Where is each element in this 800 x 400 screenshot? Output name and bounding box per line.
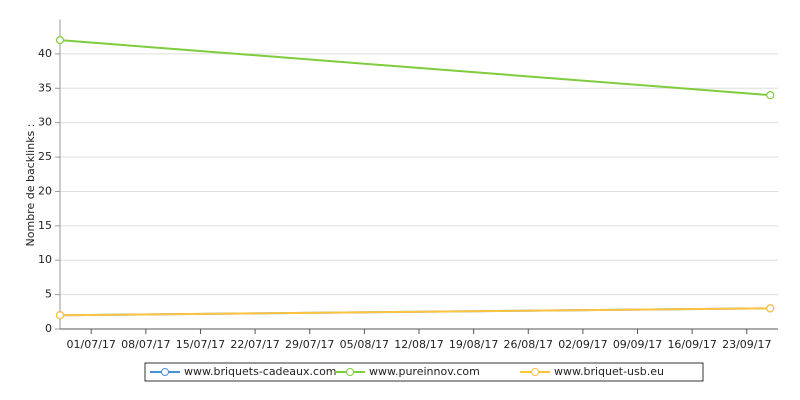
y-tick-label: 5 <box>45 288 52 301</box>
x-tick-label: 09/09/17 <box>613 338 662 351</box>
x-tick-label: 02/09/17 <box>558 338 607 351</box>
series-line <box>59 307 771 317</box>
legend-label: www.briquets-cadeaux.com <box>184 365 337 378</box>
x-tick-label: 15/07/17 <box>176 338 225 351</box>
series-line <box>59 39 771 97</box>
data-point <box>766 304 775 313</box>
legend-label: www.pureinnov.com <box>369 365 480 378</box>
y-tick-label: 15 <box>38 219 52 232</box>
legend-marker <box>346 368 354 376</box>
data-point <box>55 36 65 45</box>
data-point <box>766 91 775 100</box>
x-tick-label: 05/08/17 <box>340 338 389 351</box>
legend-box <box>144 362 704 382</box>
x-tick-label: 12/08/17 <box>394 338 443 351</box>
y-tick-label: 0 <box>45 322 52 335</box>
legend-label: www.briquet-usb.eu <box>554 365 664 378</box>
y-tick-label: 10 <box>38 253 52 266</box>
x-tick-label: 16/09/17 <box>667 338 716 351</box>
legend-marker <box>531 368 539 376</box>
x-tick-label: 01/07/17 <box>67 338 116 351</box>
y-tick-label: 25 <box>38 150 52 163</box>
x-tick-label: 19/08/17 <box>449 338 498 351</box>
x-tick-label: 26/08/17 <box>504 338 553 351</box>
y-tick-label: 35 <box>38 81 52 94</box>
x-tick-label: 23/09/17 <box>722 338 771 351</box>
y-tick-label: 20 <box>38 184 52 197</box>
y-tick-label: 30 <box>38 116 52 129</box>
x-tick-label: 22/07/17 <box>230 338 279 351</box>
x-tick-label: 08/07/17 <box>121 338 170 351</box>
legend-marker <box>161 368 169 376</box>
x-tick-label: 29/07/17 <box>285 338 334 351</box>
data-point <box>55 311 65 320</box>
y-axis-label: Nombre de backlinks : <box>24 124 37 247</box>
y-tick-label: 40 <box>38 47 52 60</box>
